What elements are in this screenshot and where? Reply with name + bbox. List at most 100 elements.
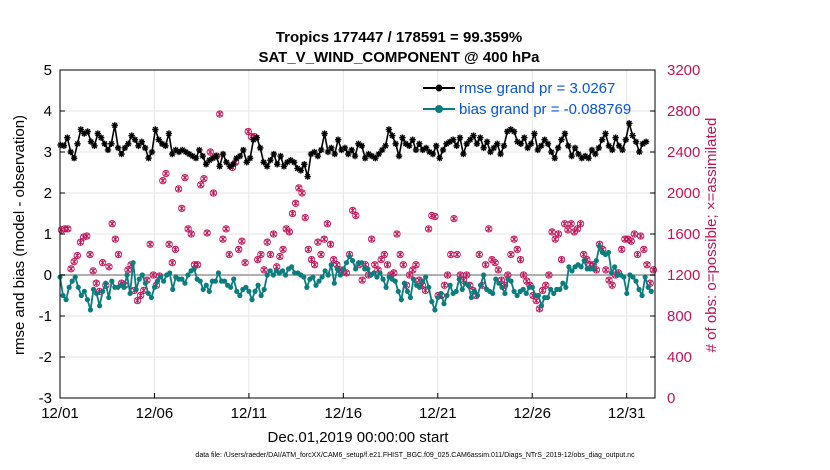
bias-point <box>621 274 627 280</box>
possible-marker <box>330 255 338 264</box>
possible-marker <box>323 220 332 228</box>
bias-point <box>578 264 584 270</box>
rmse-point-stroke <box>179 147 186 153</box>
bias-point <box>66 284 72 290</box>
bias-point <box>124 272 130 278</box>
bias-point <box>538 303 545 309</box>
assimilated-marker <box>549 228 556 236</box>
rmse-point <box>216 163 223 170</box>
possible-marker <box>311 261 319 269</box>
assimilated-marker <box>545 271 552 279</box>
rmse-point-stroke <box>118 151 125 157</box>
rmse-point <box>158 140 166 147</box>
possible-marker <box>269 230 278 238</box>
bias-point <box>221 278 228 284</box>
rmse-point-stroke <box>352 153 358 159</box>
rmse-point <box>527 140 535 147</box>
rmse-point <box>612 134 619 141</box>
rmse-point <box>568 152 575 160</box>
bias-point <box>477 282 484 288</box>
bias-point <box>249 297 255 303</box>
rmse-point-stroke <box>474 141 480 147</box>
bias-point <box>447 282 453 288</box>
rmse-point-stroke <box>67 149 74 155</box>
bias-point <box>325 272 331 278</box>
rmse-point <box>497 150 504 158</box>
rmse-point-stroke <box>511 128 517 135</box>
assimilated-marker <box>523 277 530 285</box>
assimilated-marker <box>99 259 106 266</box>
rmse-point <box>473 140 481 147</box>
rmse-point-stroke <box>237 153 243 159</box>
assimilated-marker <box>71 258 78 265</box>
rmse-point-stroke <box>311 149 318 155</box>
bias-point <box>630 274 636 280</box>
assimilated-marker <box>115 251 122 258</box>
bias-point <box>228 284 234 290</box>
bias-point <box>343 260 350 266</box>
rmse-point-stroke <box>548 149 555 155</box>
chart-title: Tropics 177447 / 178591 = 99.359% <box>276 29 522 46</box>
rmse-point <box>91 142 98 150</box>
rmse-point <box>412 146 420 154</box>
rmse-point <box>260 159 267 166</box>
rmse-point-stroke <box>568 153 575 159</box>
rmse-point-stroke <box>433 143 440 149</box>
possible-marker <box>393 230 401 238</box>
possible-marker <box>181 173 189 182</box>
rmse-point <box>449 136 457 143</box>
rmse-point <box>409 136 416 143</box>
rmse-point <box>338 146 345 154</box>
rmse-point <box>625 120 633 127</box>
possible-marker <box>222 225 230 233</box>
rmse-point <box>141 144 149 152</box>
rmse-point-stroke <box>365 151 372 157</box>
right-tick-label: 400 <box>667 349 692 366</box>
possible-marker <box>371 261 379 269</box>
rmse-point <box>81 130 88 137</box>
possible-marker <box>396 250 404 259</box>
possible-marker <box>83 232 91 240</box>
bias-point <box>75 284 81 290</box>
bias-point <box>520 286 526 292</box>
bias-point <box>514 292 520 299</box>
rmse-point-stroke <box>61 143 67 149</box>
possible-marker <box>92 279 100 287</box>
bias-point <box>255 282 261 288</box>
rmse-point-stroke <box>623 136 629 143</box>
bias-point <box>97 303 103 309</box>
rmse-point <box>60 142 68 150</box>
bias-point <box>264 272 270 278</box>
rmse-point-stroke <box>71 155 77 161</box>
rmse-series <box>57 120 650 180</box>
rmse-point <box>246 154 254 162</box>
rmse-point <box>152 126 159 133</box>
rmse-point <box>554 144 562 152</box>
assimilated-marker <box>368 235 375 243</box>
rmse-point-stroke <box>145 155 152 161</box>
rmse-point <box>531 130 538 137</box>
possible-marker <box>491 259 499 267</box>
assimilated-marker <box>558 256 565 263</box>
rmse-point-stroke <box>331 151 338 157</box>
rmse-point-stroke <box>501 143 507 149</box>
assimilated-marker <box>359 276 366 284</box>
possible-marker <box>292 199 300 207</box>
bias-point <box>212 278 219 284</box>
bias-point <box>60 292 66 299</box>
bias-point <box>560 280 566 286</box>
possible-marker <box>485 225 493 233</box>
assimilated-marker <box>381 251 388 258</box>
assimilated-marker <box>451 215 457 222</box>
possible-marker <box>564 226 572 234</box>
bias-point <box>78 292 84 299</box>
assimilated-marker <box>606 276 612 284</box>
rmse-point-stroke <box>521 134 528 141</box>
left-tick-label: 1 <box>44 226 52 243</box>
rmse-point-stroke <box>612 134 619 141</box>
possible-marker <box>73 251 81 260</box>
rmse-point-stroke <box>369 153 375 159</box>
rmse-point-stroke <box>606 143 612 149</box>
bias-series <box>57 243 654 313</box>
rmse-point <box>114 144 122 152</box>
